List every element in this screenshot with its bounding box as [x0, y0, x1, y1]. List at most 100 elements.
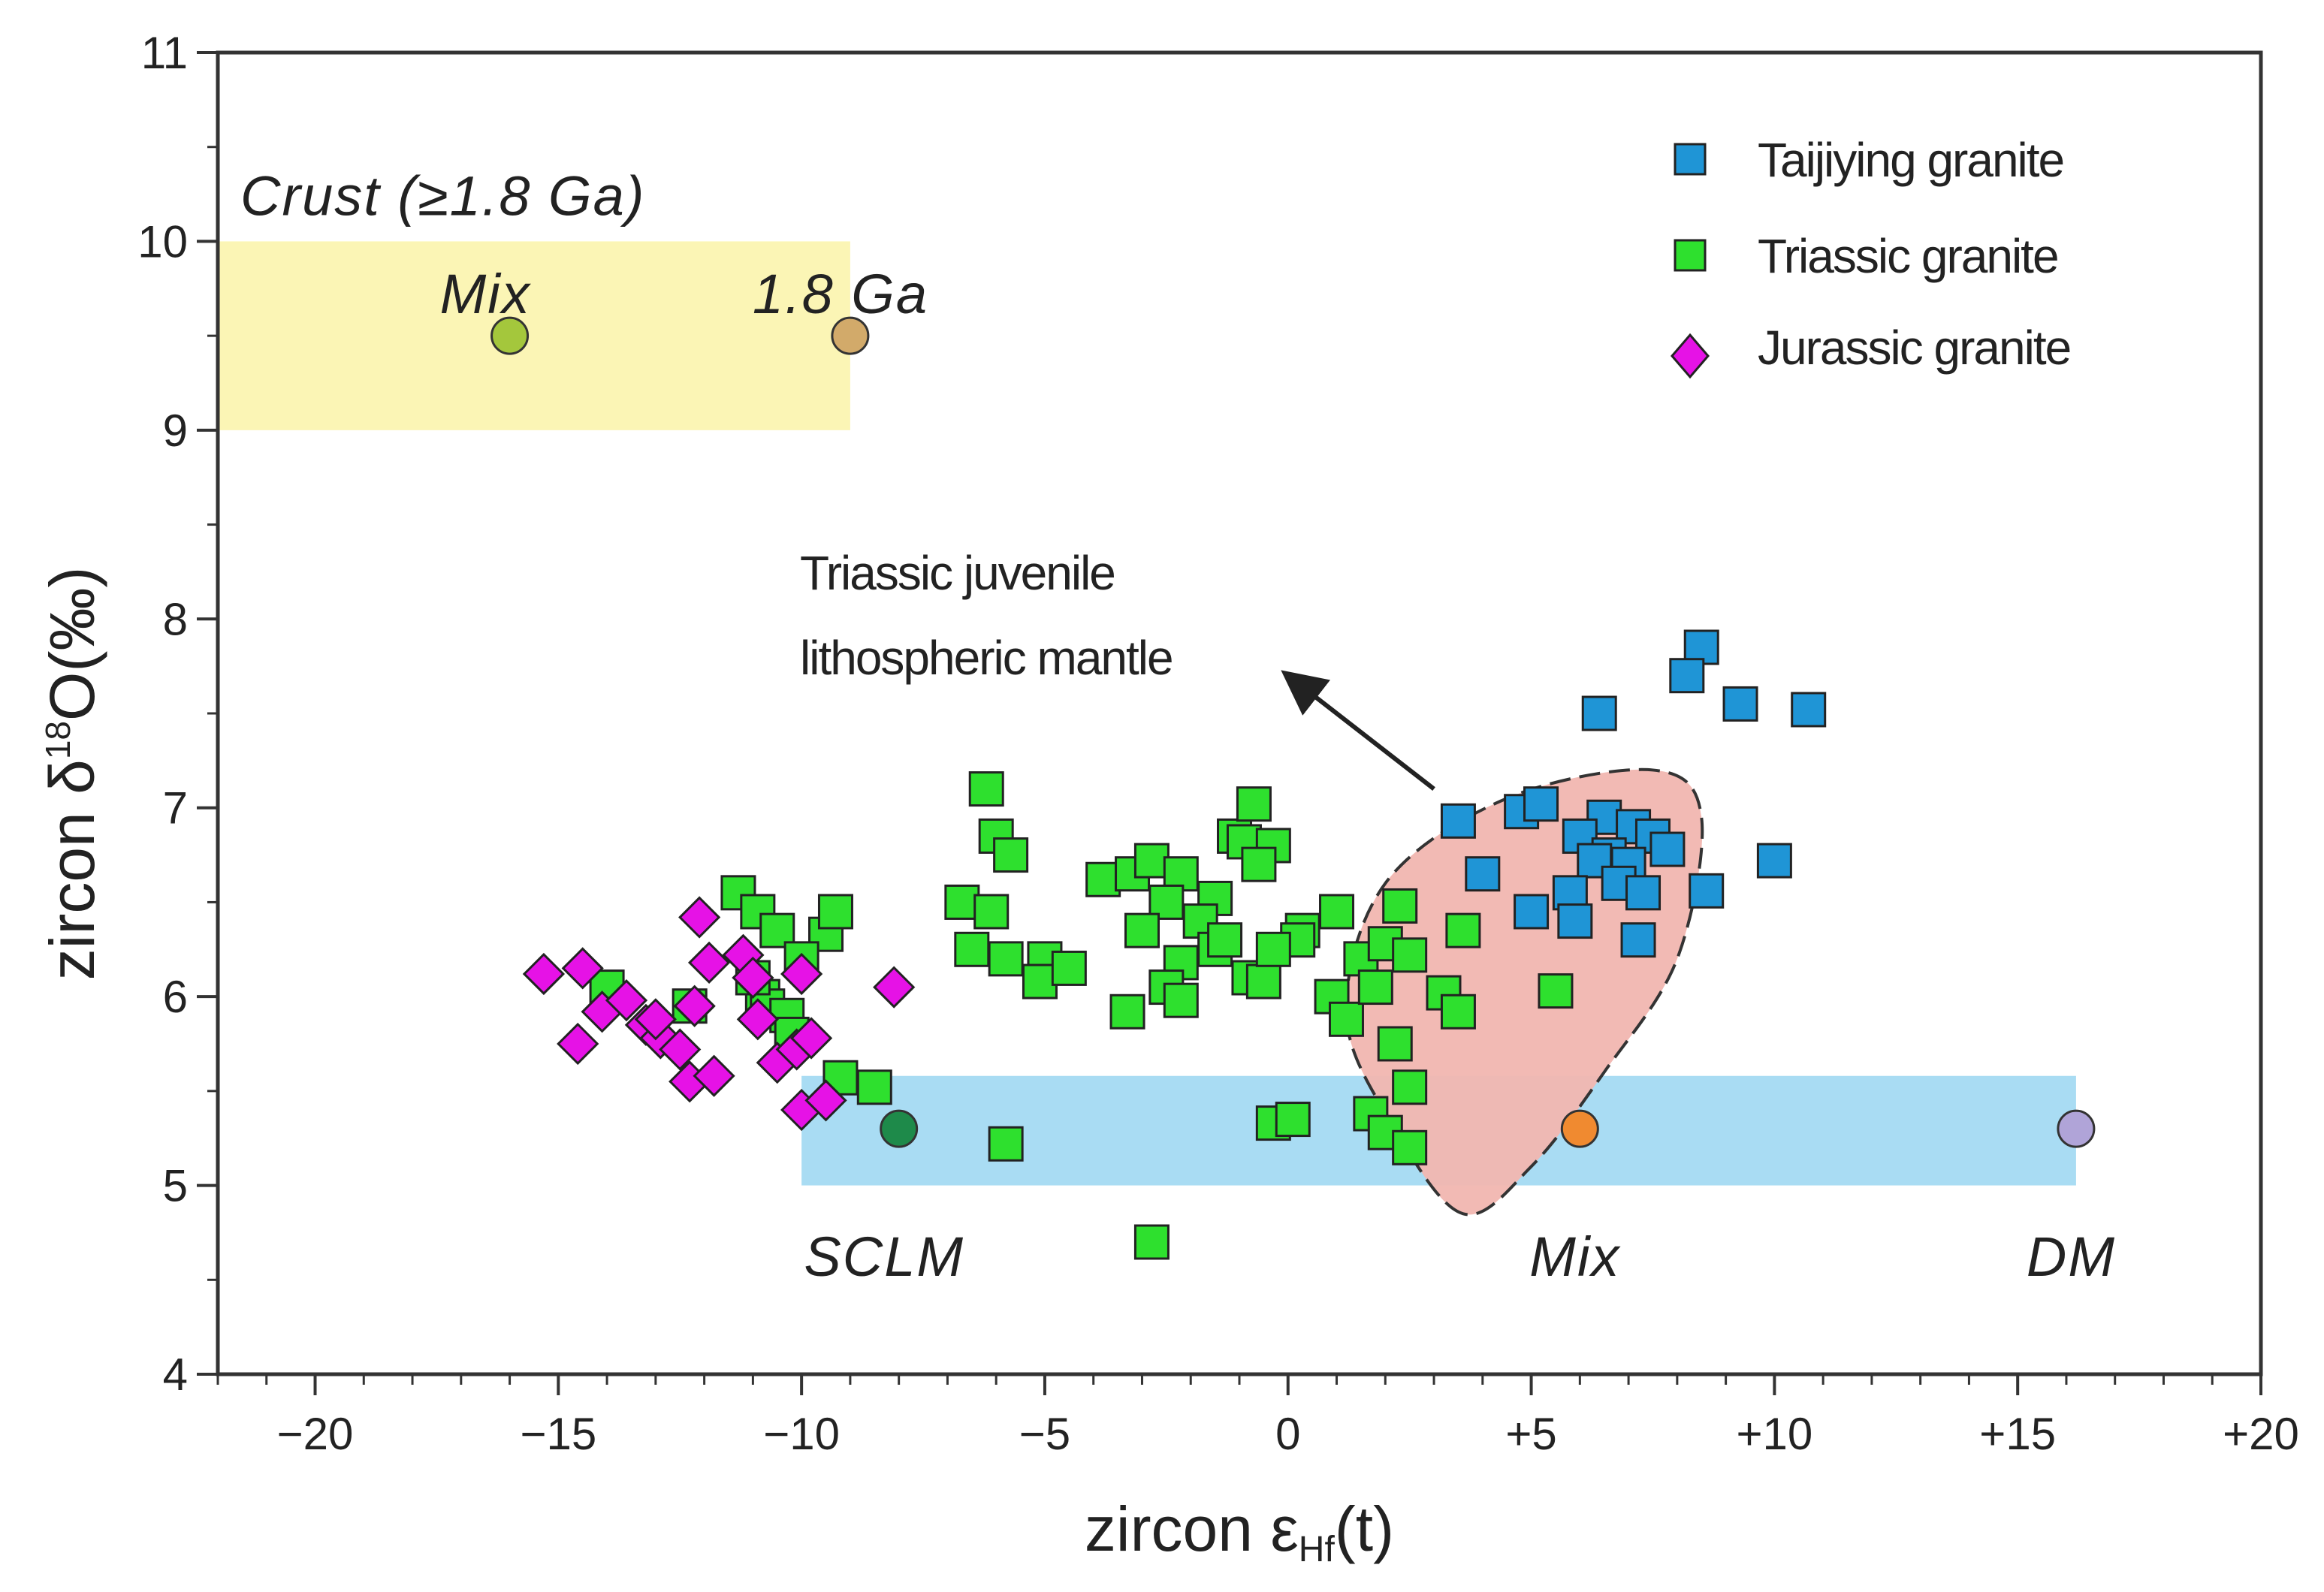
triassic-point-42 [1440, 993, 1476, 1030]
taijiying-point-13 [1649, 831, 1686, 867]
triassic-point-15 [1124, 912, 1160, 948]
annotation-line-2: lithospheric mantle [800, 631, 1173, 685]
taijiying-point-7 [1523, 786, 1559, 822]
triassic-point-27 [1207, 922, 1243, 958]
legend-marker-triassic [1674, 239, 1707, 272]
jurassic-point-19 [873, 966, 916, 1009]
triassic-point-26 [1241, 846, 1277, 882]
triassic-point-52 [1109, 993, 1145, 1030]
taijiying-point-1 [1669, 658, 1705, 694]
region-0 [218, 241, 850, 430]
taijiying-point-3 [1791, 692, 1827, 728]
taijiying-point-21 [1514, 894, 1550, 930]
jurassic-point-1 [561, 947, 604, 990]
x-tick-label-8: +20 [2223, 1409, 2299, 1459]
jurassic-point-22 [693, 1054, 735, 1097]
triassic-point-51 [1275, 1102, 1311, 1138]
end-member-2 [880, 1109, 919, 1148]
y-tick-label-6: 10 [137, 216, 188, 267]
end-member-0 [490, 316, 530, 355]
y-tick-label-0: 4 [163, 1349, 188, 1400]
region-label-0: Crust (≥1.8 Ga) [240, 164, 645, 227]
legend-marker-taijiying [1674, 143, 1707, 176]
triassic-point-2 [993, 837, 1029, 873]
taijiying-point-2 [1722, 686, 1758, 722]
triassic-point-6 [988, 941, 1024, 977]
taijiying-point-22 [1557, 903, 1593, 939]
annotation-line-1: Triassic juvenile [800, 546, 1115, 600]
jurassic-point-23 [634, 998, 677, 1041]
annotation-arrow [1281, 670, 1435, 791]
jurassic-point-6 [659, 1028, 702, 1071]
triassic-point-10 [1085, 861, 1121, 897]
legend-label-triassic: Triassic granite [1758, 229, 2058, 283]
triassic-point-43 [1445, 912, 1481, 948]
x-tick-label-2: −10 [763, 1409, 840, 1459]
data-points-layer [522, 629, 1827, 1260]
triassic-point-47 [1392, 1069, 1428, 1105]
taijiying-point-5 [1440, 803, 1476, 839]
legend-label-jurassic: Jurassic granite [1758, 321, 2070, 375]
triassic-point-5 [954, 931, 990, 967]
jurassic-point-7 [673, 984, 716, 1027]
triassic-point-61 [740, 894, 776, 930]
end-member-1 [831, 316, 870, 355]
jurassic-point-17 [804, 1079, 847, 1122]
end-member-label-4: DM [2027, 1226, 2116, 1288]
x-tick-label-4: 0 [1275, 1409, 1300, 1459]
triassic-point-58 [817, 894, 853, 930]
end-member-label-2: SCLM [804, 1226, 964, 1288]
axis-ticks: −20 −15 −10 −5 0 +5 +10 +15 +20 4 5 6 7 8 9 10 11 [137, 28, 2299, 1459]
jurassic-point-20 [557, 1022, 599, 1066]
jurassic-point-15 [789, 1017, 833, 1060]
y-tick-label-4: 8 [163, 594, 188, 644]
y-tick-label-1: 5 [163, 1161, 188, 1211]
triassic-point-53 [988, 1126, 1024, 1162]
triassic-point-14 [1148, 884, 1185, 920]
triassic-point-62 [759, 912, 795, 948]
taijiying-point-4 [1581, 695, 1617, 731]
triassic-point-8 [1022, 963, 1058, 1000]
legend-label-taijiying: Taijiying granite [1758, 133, 2063, 187]
triassic-point-4 [973, 894, 1010, 930]
jurassic-point-11 [732, 956, 774, 1000]
plot-frame [216, 50, 2263, 1376]
end-member-4 [2057, 1109, 2096, 1148]
taijiying-point-19 [1689, 873, 1725, 909]
triassic-point-36 [1328, 1001, 1364, 1037]
triassic-point-24 [1236, 786, 1272, 822]
jurassic-point-12 [736, 998, 779, 1041]
x-tick-label-6: +10 [1736, 1409, 1812, 1459]
y-tick-label-3: 7 [163, 783, 188, 834]
y-axis-title: zircon δ18O(‰) [37, 567, 107, 981]
jurassic-point-8 [687, 941, 731, 984]
end-member-label-3: Mix [1529, 1226, 1621, 1288]
taijiying-point-17 [1625, 875, 1662, 911]
taijiying-point-23 [1620, 922, 1656, 958]
triassic-point-54 [1133, 1224, 1170, 1260]
x-axis-title: zircon εHf(t) [1085, 1494, 1394, 1569]
jurassic-point-0 [522, 952, 566, 996]
end-members-layer: Mix 1.8 Ga SCLM Mix DM [440, 263, 2116, 1288]
triassic-point-37 [1357, 969, 1393, 1006]
triassic-point-0 [968, 771, 1004, 807]
triassic-point-55 [856, 1069, 892, 1105]
x-tick-label-7: +15 [1979, 1409, 2056, 1459]
x-tick-label-3: −5 [1019, 1409, 1070, 1459]
legend: Taijiying granite Triassic granite Juras… [1671, 133, 2072, 379]
x-tick-label-0: −20 [277, 1409, 354, 1459]
triassic-point-9 [1051, 950, 1087, 986]
legend-marker-jurassic [1671, 333, 1710, 379]
x-tick-label-1: −15 [520, 1409, 596, 1459]
triassic-point-44 [1538, 973, 1574, 1009]
triassic-point-40 [1392, 937, 1428, 973]
taijiying-point-20 [1465, 856, 1501, 892]
y-tick-label-7: 11 [141, 28, 188, 78]
triassic-point-33 [1319, 894, 1355, 930]
jurassic-point-18 [780, 952, 823, 996]
y-tick-label-5: 9 [163, 406, 188, 456]
jurassic-point-3 [605, 979, 648, 1022]
triassic-point-39 [1382, 888, 1418, 924]
end-member-3 [1560, 1109, 1599, 1148]
